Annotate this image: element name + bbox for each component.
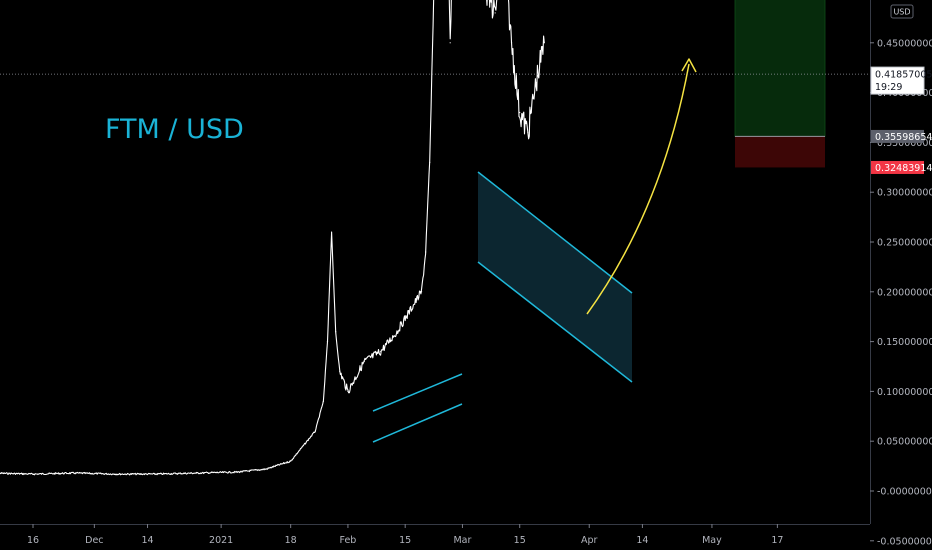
chart-title: FTM / USD [105,114,244,145]
y-tick-label: 0.25000000 [877,238,932,249]
loss-zone[interactable] [735,136,825,168]
x-tick-label: Apr [581,535,598,546]
x-tick-label: Feb [340,535,357,546]
price-point [155,473,157,475]
ascending-channel-lower[interactable] [372,403,463,443]
price-point [73,472,75,474]
price-point [330,231,333,233]
countdown-text: 19:29 [875,82,902,93]
x-tick-label: 16 [27,535,39,546]
currency-badge[interactable]: USD [890,4,914,19]
ascending-channel-upper[interactable] [372,373,463,412]
last-price-tag-text: 0.41857005 [875,70,932,81]
price-point [425,251,427,253]
entry-price-tag-text: 0.35598654 [875,132,932,143]
x-tick-label: 14 [636,535,648,546]
price-tags: 0.870738210.355986540.324839140.41857005… [870,66,932,174]
y-tick-label: 0.35000000 [877,138,932,149]
price-point [429,161,431,163]
y-tick-label: 0.45000000 [877,38,932,49]
y-tick-label: -0.00000000 [877,487,932,498]
y-tick-label: -0.05000000 [877,536,932,547]
entry-price-tag [871,129,924,143]
price-line [0,0,545,476]
price-point [326,341,329,343]
price-axis[interactable]: -0.05000000 -0.00000000 0.05000000 0.100000… [870,0,932,547]
price-point [494,12,496,14]
price-point [543,42,545,44]
price-point [420,291,423,293]
price-point [236,471,239,473]
y-tick-label: 0.05000000 [877,437,932,448]
price-point [290,460,292,462]
x-tick-label: May [702,535,722,546]
price-point [363,360,365,363]
descending-channel-fill [478,172,632,382]
x-tick-label: 14 [141,535,153,546]
x-tick-label: 15 [399,535,411,546]
price-point [339,370,341,373]
position-zones [734,0,826,168]
price-point [335,331,337,333]
price-point [519,111,521,114]
currency-label: USD [893,8,910,17]
price-point [322,400,324,402]
price-point [196,472,198,474]
projection-arrow [586,58,697,315]
price-point [32,473,34,475]
x-tick-label: 2021 [209,535,233,546]
x-tick-label: 18 [285,535,297,546]
descending-channel-upper[interactable] [477,171,633,294]
price-series [0,0,545,476]
y-tick-label: 0.15000000 [877,337,932,348]
profit-zone[interactable] [734,0,826,137]
price-point [265,468,267,470]
y-tick-label: 0.30000000 [877,188,932,199]
price-point [510,42,513,44]
price-point [396,331,398,333]
channel-drawings [372,171,633,443]
price-point [347,390,349,392]
projection-arrow-curve[interactable] [586,63,690,315]
last-price-tag [870,66,925,95]
price-point [408,311,410,313]
descending-channel-lower[interactable] [477,261,633,383]
time-axis[interactable]: 16 Dec 14 2021 18 Feb 15 Mar 15 Apr 14 May 17 [27,524,783,546]
stop-price-tag-text: 0.32483914 [875,163,932,174]
price-point [380,350,382,353]
projection-arrow-head [681,58,697,73]
price-point [449,42,451,44]
price-point [527,131,529,134]
y-tick-label: 0.20000000 [877,287,932,298]
x-tick-label: 17 [771,535,783,546]
x-tick-label: Mar [453,535,471,546]
price-point [114,473,116,475]
price-point [314,430,316,432]
x-tick-label: Dec [85,535,103,546]
price-point [535,82,537,84]
y-tick-label: 0.10000000 [877,387,932,398]
stop-price-tag [871,160,924,174]
x-tick-label: 15 [514,535,526,546]
